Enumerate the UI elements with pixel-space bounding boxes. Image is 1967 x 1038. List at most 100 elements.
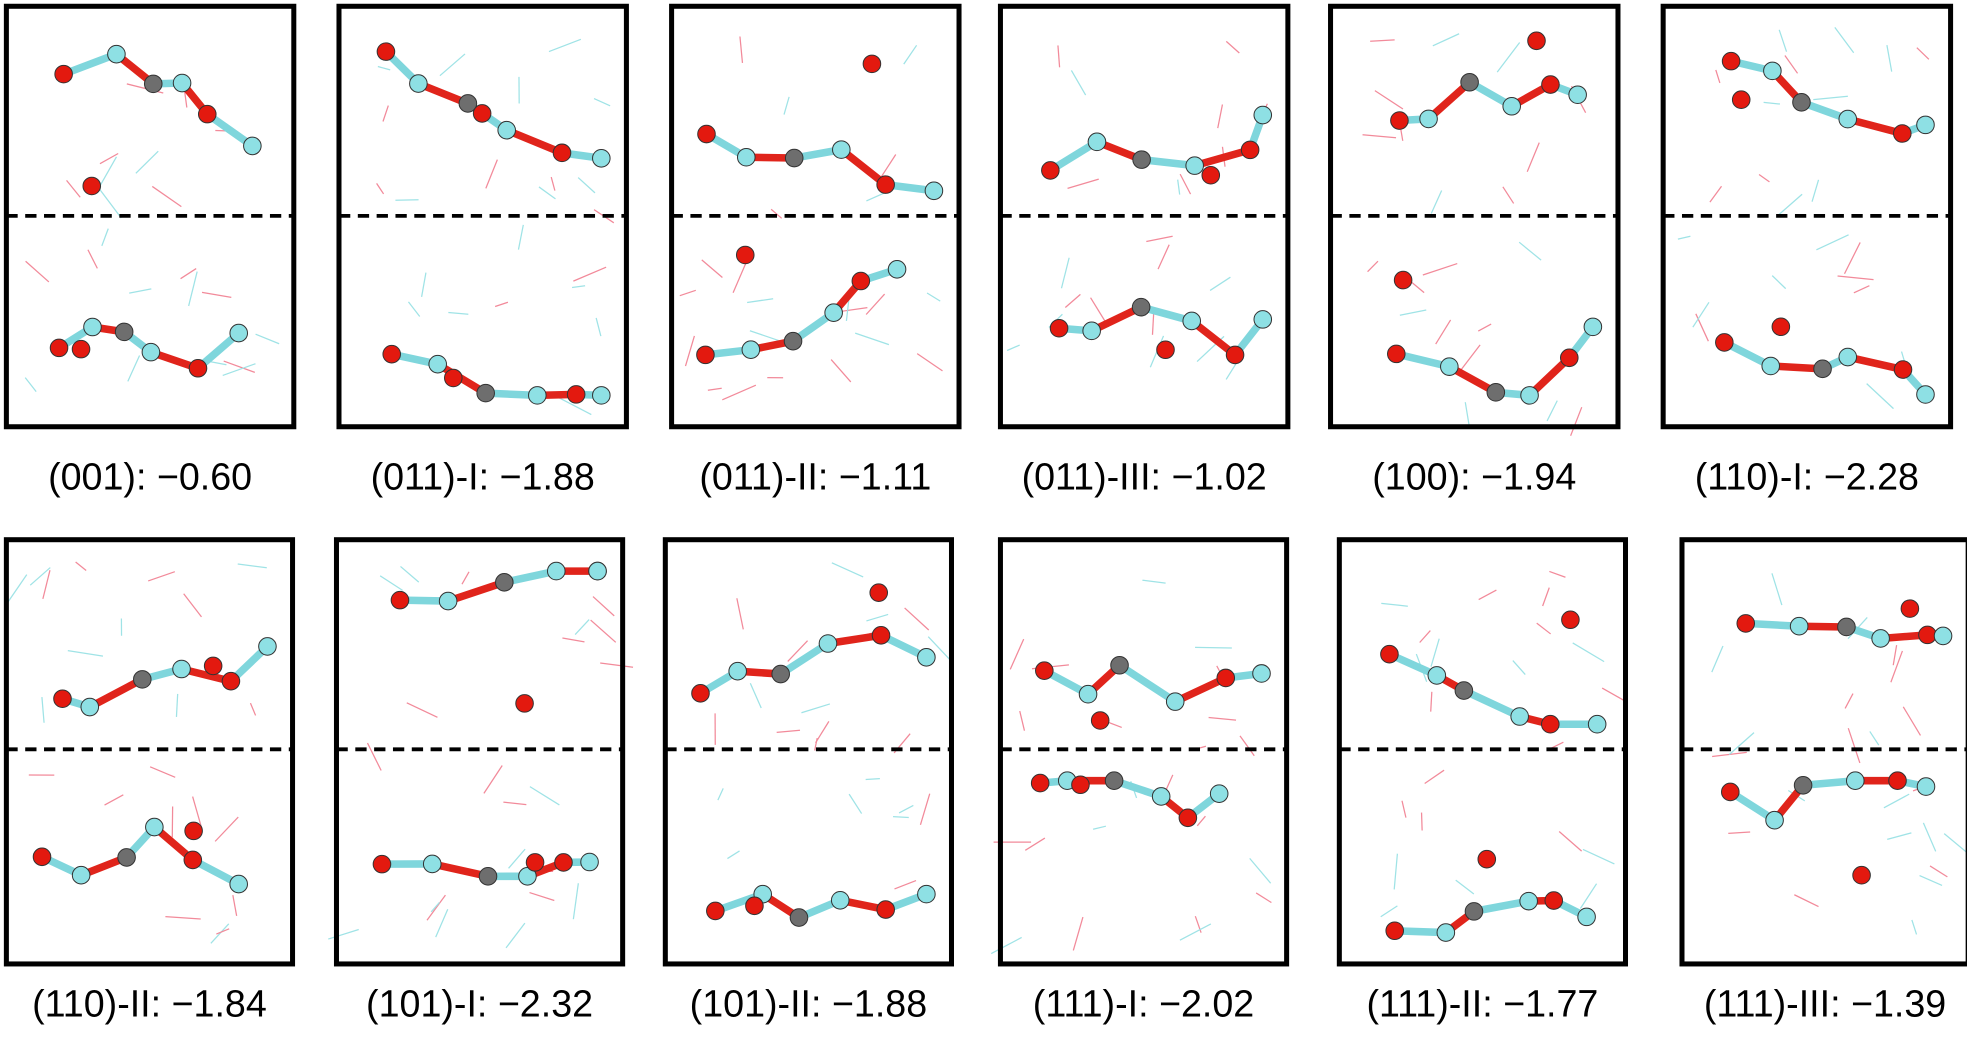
lattice-line — [1582, 848, 1615, 865]
atom — [554, 853, 573, 872]
atom — [851, 271, 871, 291]
lattice-line — [216, 928, 230, 935]
atom — [1178, 808, 1198, 828]
lattice-line — [1060, 257, 1070, 289]
lattice-line — [1546, 400, 1558, 422]
atom — [1216, 668, 1236, 688]
lattice-line — [376, 183, 385, 195]
lattice-line — [147, 571, 176, 582]
atom — [1104, 771, 1124, 790]
lattice-line — [400, 565, 420, 583]
lattice-line — [815, 721, 830, 744]
atom — [789, 908, 809, 927]
lattice-line — [1177, 179, 1181, 195]
lattice-line — [129, 288, 152, 294]
lattice-line — [577, 177, 596, 194]
atom — [1156, 340, 1175, 360]
atom — [1721, 51, 1741, 71]
lattice-line — [1811, 179, 1820, 202]
atom — [1419, 109, 1438, 129]
lattice-line — [787, 640, 809, 662]
panel-label: (011)-III: −1.02 — [1022, 455, 1267, 497]
atom — [1933, 626, 1953, 646]
lattice-line — [727, 850, 740, 860]
lattice-line — [508, 848, 526, 869]
atom — [243, 136, 262, 156]
atom — [1871, 629, 1890, 648]
lattice-line — [517, 224, 524, 250]
lattice-line — [1367, 260, 1379, 273]
lattice-line — [1784, 55, 1799, 74]
atom — [1427, 666, 1447, 685]
lattice-line — [1711, 645, 1724, 673]
lattice-line — [420, 272, 427, 297]
lattice-line — [127, 355, 141, 382]
lattice-line — [722, 384, 757, 401]
lattice-line — [165, 916, 201, 920]
lattice-line — [24, 377, 37, 393]
atom — [145, 817, 164, 837]
lattice-line — [183, 593, 202, 618]
panel-label: (101)-I: −2.32 — [366, 983, 593, 1025]
atom — [1132, 150, 1151, 169]
atom — [1761, 356, 1781, 376]
atom — [1527, 31, 1546, 51]
lattice-line — [1496, 42, 1521, 73]
atom — [869, 583, 889, 602]
atom — [184, 821, 203, 841]
lattice-line — [1558, 831, 1583, 852]
lattice-line — [1794, 894, 1819, 908]
lattice-line — [494, 301, 509, 308]
lattice-line — [904, 607, 930, 631]
atom — [1110, 655, 1129, 675]
atom — [390, 590, 410, 610]
panel-label: (110)-II: −1.84 — [32, 983, 267, 1025]
lattice-line — [1692, 301, 1710, 328]
lattice-line — [104, 794, 124, 806]
lattice-line — [1072, 916, 1084, 951]
atom — [515, 694, 534, 713]
lattice-line — [75, 561, 87, 571]
atom — [1151, 787, 1171, 806]
atom — [525, 853, 545, 872]
lattice-line — [1834, 26, 1855, 54]
atom — [1583, 317, 1603, 337]
lattice-line — [222, 363, 256, 377]
lattice-line — [1570, 406, 1583, 437]
atom — [203, 656, 223, 676]
atom — [1916, 777, 1936, 796]
atom — [706, 901, 725, 921]
lattice-line — [505, 922, 526, 949]
atom — [1385, 921, 1405, 941]
lattice-line — [1209, 276, 1231, 291]
lattice-line — [461, 571, 470, 585]
panel-label: (111)-II: −1.77 — [1366, 983, 1598, 1025]
atom — [53, 689, 72, 709]
atom — [438, 591, 458, 611]
lattice-line — [1009, 638, 1025, 670]
atom — [117, 848, 136, 867]
atom — [1792, 93, 1811, 112]
lattice-line — [1549, 570, 1566, 578]
lattice-line — [749, 683, 762, 709]
atom — [1568, 85, 1587, 105]
lattice-line — [717, 788, 724, 801]
atom — [1502, 96, 1521, 116]
lattice-line — [1715, 69, 1721, 84]
lattice-line — [736, 598, 744, 630]
lattice-line — [1943, 833, 1967, 854]
atom — [1393, 270, 1413, 290]
lattice-line — [1459, 344, 1481, 372]
atom — [1715, 333, 1734, 352]
lattice-line — [98, 156, 118, 189]
atom — [592, 386, 611, 405]
atom — [1731, 90, 1751, 110]
lattice-line — [845, 297, 850, 322]
atom — [476, 383, 495, 403]
atom — [1888, 771, 1907, 790]
atom — [1736, 614, 1756, 633]
panel: (011)-II: −1.11 — [669, 3, 962, 497]
atom — [728, 661, 747, 681]
lattice-line — [1843, 242, 1861, 275]
lattice-line — [1255, 892, 1272, 904]
